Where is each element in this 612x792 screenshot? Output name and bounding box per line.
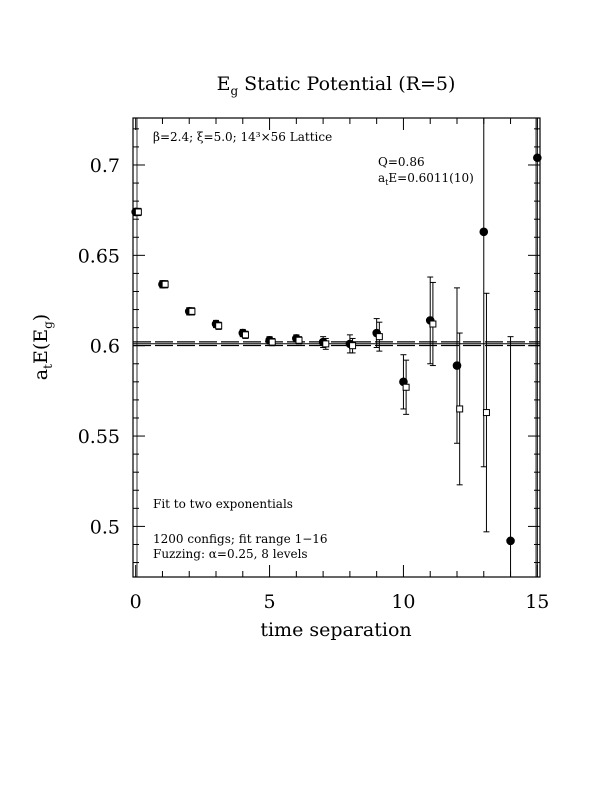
annotation-energy-rest: E=0.6011(10) — [388, 171, 473, 185]
y-tick-label: 0.65 — [78, 245, 120, 267]
annotation-lattice: β=2.4; ξ=5.0; 14³×56 Lattice — [153, 130, 332, 144]
data-point-square — [402, 383, 410, 391]
y-tick-label: 0.55 — [78, 426, 120, 448]
data-point-square — [134, 208, 142, 216]
y-axis-label: atE(Eg) — [30, 314, 55, 380]
data-point-square — [161, 280, 169, 288]
data-point-square — [215, 322, 223, 330]
data-point-square — [456, 405, 464, 413]
annotation-q: Q=0.86 — [378, 155, 425, 169]
y-tick-label: 0.6 — [90, 336, 120, 358]
data-points — [131, 118, 542, 577]
x-tick-label: 0 — [130, 591, 142, 613]
annotation-fuzzing: Fuzzing: α=0.25, 8 levels — [153, 547, 308, 561]
annotation-energy-sub: t — [385, 178, 389, 187]
x-tick-label: 10 — [391, 591, 415, 613]
annotation-fit: Fit to two exponentials — [153, 497, 293, 511]
data-point-square — [295, 336, 303, 344]
y-axis-label-mid: E(E — [30, 329, 52, 364]
chart-title: Eg Static Potential (R=5) — [217, 73, 456, 98]
chart-title-subscript: g — [230, 84, 238, 98]
y-axis-label-sub-t: t — [41, 364, 55, 369]
data-point-square — [349, 342, 357, 350]
annotation-energy: atE=0.6011(10) — [378, 171, 474, 187]
data-point-square — [482, 409, 490, 417]
plot-border — [132, 117, 541, 578]
data-point-circle — [506, 536, 515, 546]
data-point-circle — [452, 361, 462, 370]
x-tick-label: 5 — [264, 591, 276, 613]
y-axis-label-sub-g: g — [41, 321, 55, 329]
data-point-circle — [479, 227, 489, 237]
chart-title-rest: Static Potential (R=5) — [238, 73, 455, 95]
y-axis-label-a: a — [30, 369, 52, 380]
data-point-square — [375, 333, 383, 341]
data-point-square — [429, 320, 437, 328]
data-point-square — [322, 340, 330, 348]
data-point-square — [241, 331, 249, 339]
annotation-configs: 1200 configs; fit range 1−16 — [153, 532, 328, 546]
y-tick-label: 0.7 — [90, 155, 120, 177]
x-tick-label: 15 — [525, 591, 549, 613]
data-point-square — [268, 338, 276, 346]
chart-title-main: E — [217, 73, 231, 95]
plot-frame — [132, 117, 541, 578]
x-axis-label: time separation — [260, 619, 411, 641]
y-tick-label: 0.5 — [90, 516, 120, 538]
fit-band — [133, 341, 540, 347]
y-axis-label-end: ) — [30, 314, 52, 321]
data-point-square — [188, 307, 196, 315]
data-point-circle — [533, 153, 542, 163]
annotation-energy-a: a — [378, 171, 385, 185]
axis-tick-labels: 0.5 0.55 0.6 0.65 0.7 0 5 10 15 — [78, 155, 550, 613]
